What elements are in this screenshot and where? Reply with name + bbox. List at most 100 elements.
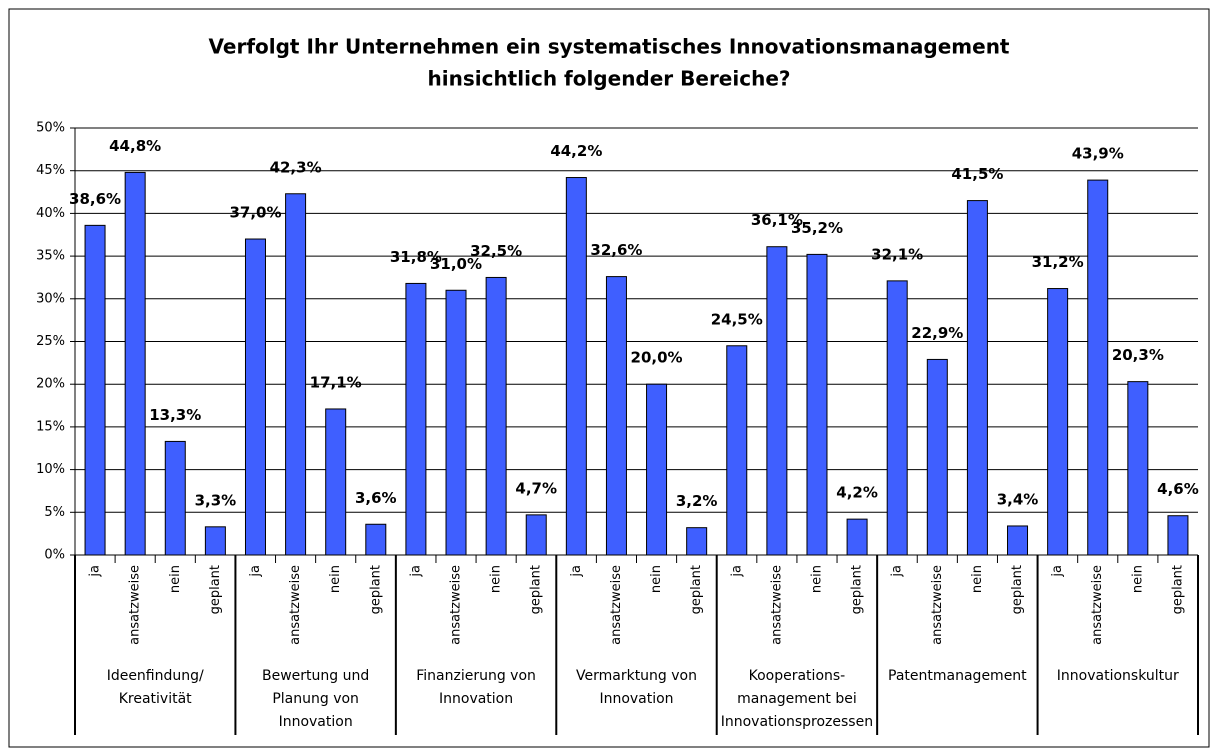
group-label: Kreativität xyxy=(119,691,192,707)
group-label: Finanzierung von xyxy=(416,668,536,684)
value-label: 20,3% xyxy=(1112,346,1164,364)
value-label: 38,6% xyxy=(69,190,121,208)
x-tick-label: ja xyxy=(1050,565,1065,578)
y-tick-label: 0% xyxy=(44,548,65,563)
x-tick-label: ansatzweise xyxy=(288,565,303,645)
value-label: 4,6% xyxy=(1157,480,1199,498)
value-label: 13,3% xyxy=(149,406,201,424)
bar xyxy=(605,276,627,556)
x-tick-label: nein xyxy=(1130,565,1145,593)
group-label: Innovation xyxy=(599,691,673,707)
bar xyxy=(1127,381,1149,556)
bar xyxy=(1167,515,1189,556)
bar xyxy=(926,358,948,556)
group-label: Ideenfindung/ xyxy=(107,668,204,684)
group-label: Bewertung und xyxy=(262,668,369,684)
x-tick-label: ansatzweise xyxy=(128,565,143,645)
value-label: 17,1% xyxy=(310,373,362,391)
bar xyxy=(445,289,467,556)
bar xyxy=(1007,525,1029,556)
y-tick-label: 40% xyxy=(36,206,65,221)
bar xyxy=(726,345,748,556)
x-tick-label: nein xyxy=(809,565,824,593)
value-label: 44,8% xyxy=(109,137,161,155)
x-tick-label: geplant xyxy=(689,565,704,614)
x-tick-label: geplant xyxy=(208,565,223,614)
bar xyxy=(365,523,387,556)
x-tick-label: ansatzweise xyxy=(609,565,624,645)
bar xyxy=(485,276,507,556)
bar xyxy=(1047,288,1069,556)
value-label: 3,3% xyxy=(195,491,237,509)
bar xyxy=(766,246,788,556)
x-tick-label: ansatzweise xyxy=(930,565,945,645)
bar xyxy=(646,383,668,556)
bar xyxy=(1087,179,1109,556)
bar xyxy=(686,527,708,556)
bar xyxy=(285,193,307,556)
chart-title: Verfolgt Ihr Unternehmen ein systematisc… xyxy=(209,35,1010,59)
bar xyxy=(806,253,828,556)
value-label: 43,9% xyxy=(1072,145,1124,163)
bar xyxy=(244,238,266,556)
value-label: 24,5% xyxy=(711,310,763,328)
bar xyxy=(84,224,106,556)
chart-title: hinsichtlich folgender Bereiche? xyxy=(428,67,791,91)
value-label: 3,2% xyxy=(676,492,718,510)
bar xyxy=(325,408,347,556)
value-label: 35,2% xyxy=(791,219,843,237)
group-label: Innovationsprozessen xyxy=(721,714,873,730)
x-tick-label: nein xyxy=(649,565,664,593)
x-tick-label: ja xyxy=(248,565,263,578)
x-tick-label: nein xyxy=(328,565,343,593)
value-label: 32,6% xyxy=(590,241,642,259)
bar xyxy=(966,200,988,556)
value-label: 32,1% xyxy=(871,245,923,263)
x-tick-label: geplant xyxy=(850,565,865,614)
y-tick-label: 15% xyxy=(36,419,65,434)
x-tick-label: ansatzweise xyxy=(769,565,784,645)
group-label: Innovation xyxy=(439,691,513,707)
value-label: 37,0% xyxy=(229,204,281,222)
value-label: 31,8% xyxy=(390,248,442,266)
group-label: Patentmanagement xyxy=(888,668,1027,684)
value-label: 3,4% xyxy=(997,490,1039,508)
x-tick-label: geplant xyxy=(368,565,383,614)
value-label: 44,2% xyxy=(550,142,602,160)
y-tick-label: 35% xyxy=(36,249,65,264)
x-tick-label: geplant xyxy=(1010,565,1025,614)
y-tick-label: 10% xyxy=(36,462,65,477)
group-label: Kooperations- xyxy=(749,668,846,684)
value-label: 31,0% xyxy=(430,255,482,273)
bar xyxy=(204,526,226,556)
y-tick-label: 30% xyxy=(36,291,65,306)
bar xyxy=(405,282,427,556)
y-tick-label: 20% xyxy=(36,377,65,392)
group-label: Vermarktung von xyxy=(576,668,697,684)
x-tick-label: ja xyxy=(729,565,744,578)
value-label: 42,3% xyxy=(270,158,322,176)
group-label: management bei xyxy=(737,691,857,707)
bar xyxy=(846,518,868,556)
value-label: 32,5% xyxy=(470,242,522,260)
x-tick-label: geplant xyxy=(529,565,544,614)
x-tick-label: nein xyxy=(489,565,504,593)
x-tick-label: ja xyxy=(569,565,584,578)
value-label: 4,2% xyxy=(836,484,878,502)
y-tick-label: 50% xyxy=(36,121,65,136)
x-tick-label: ja xyxy=(408,565,423,578)
x-tick-label: ansatzweise xyxy=(449,565,464,645)
group-label: Innovationskultur xyxy=(1057,668,1179,684)
x-tick-label: ja xyxy=(88,565,103,578)
value-label: 4,7% xyxy=(515,479,557,497)
y-tick-label: 5% xyxy=(44,505,65,520)
x-tick-label: ja xyxy=(890,565,905,578)
y-tick-label: 45% xyxy=(36,163,65,178)
value-label: 3,6% xyxy=(355,489,397,507)
value-label: 41,5% xyxy=(951,165,1003,183)
bar xyxy=(164,440,186,556)
group-label: Innovation xyxy=(279,714,353,730)
group-label: Planung von xyxy=(272,691,359,707)
x-tick-label: geplant xyxy=(1170,565,1185,614)
